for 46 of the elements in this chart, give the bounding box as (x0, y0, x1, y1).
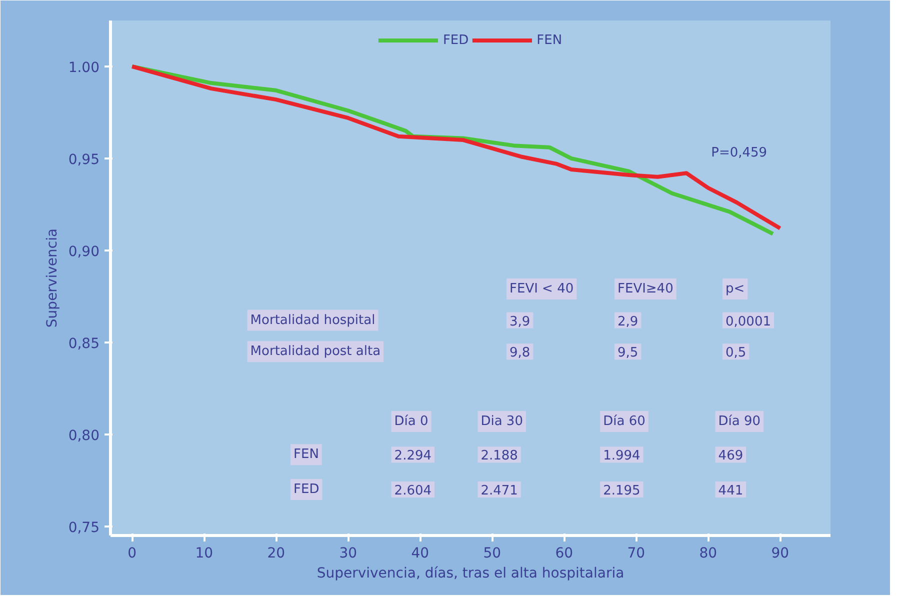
annotation: Mortalidad post alta (250, 344, 381, 360)
annotation: Día 60 (603, 414, 646, 429)
x-tick-label: 0 (128, 546, 137, 562)
annotation: 0,0001 (726, 314, 771, 330)
annotation: 2.604 (394, 484, 432, 499)
y-tick-label: 0,85 (68, 336, 100, 352)
annotation: FEVI≥40 (618, 282, 674, 297)
annotation: Día 0 (394, 414, 428, 429)
annotation: 441 (718, 484, 744, 499)
x-tick-label: 50 (483, 546, 502, 562)
legend-label: FED (442, 32, 469, 48)
y-axis-title: Supervivencia (44, 228, 60, 328)
y-tick-label: 0,80 (68, 428, 100, 444)
annotation: 0,5 (726, 346, 746, 361)
x-axis-title: Supervivencia, días, tras el alta hospitalaria (316, 566, 624, 582)
x-tick-label: 30 (339, 546, 358, 562)
annotation: 2.195 (603, 484, 640, 499)
annotation: FED (294, 482, 320, 498)
annotation: 2.188 (480, 448, 518, 464)
annotation: 2.294 (394, 448, 432, 464)
annotation: 469 (718, 448, 744, 464)
annotation: p< (726, 282, 745, 297)
annotation: FEVI < 40 (510, 282, 574, 297)
x-tick-label: 70 (627, 546, 646, 562)
annotation: FEN (294, 447, 319, 462)
y-tick-label: 0,75 (68, 520, 100, 536)
x-tick-label: 20 (267, 546, 286, 562)
legend-label: FEN (536, 32, 562, 48)
annotation: 3,9 (510, 314, 530, 330)
x-tick-label: 40 (411, 546, 430, 562)
x-tick-label: 60 (555, 546, 574, 562)
annotation: 2.471 (480, 484, 518, 499)
annotation: Día 90 (718, 414, 761, 429)
annotation: Mortalidad hospital (250, 312, 376, 328)
annotation: Dia 30 (480, 414, 523, 429)
x-tick-label: 90 (771, 546, 790, 562)
annotation: 9,8 (510, 346, 530, 361)
x-tick-label: 80 (699, 546, 718, 562)
annotation: 1.994 (603, 448, 640, 464)
annotation: 9,5 (618, 346, 638, 361)
x-tick-label: 10 (195, 546, 214, 562)
y-tick-label: 0,90 (68, 244, 100, 260)
y-tick-label: 0,95 (68, 152, 100, 168)
y-tick-label: 1.00 (68, 60, 100, 76)
annotation: P=0,459 (711, 145, 768, 160)
annotation: 2,9 (618, 314, 638, 330)
